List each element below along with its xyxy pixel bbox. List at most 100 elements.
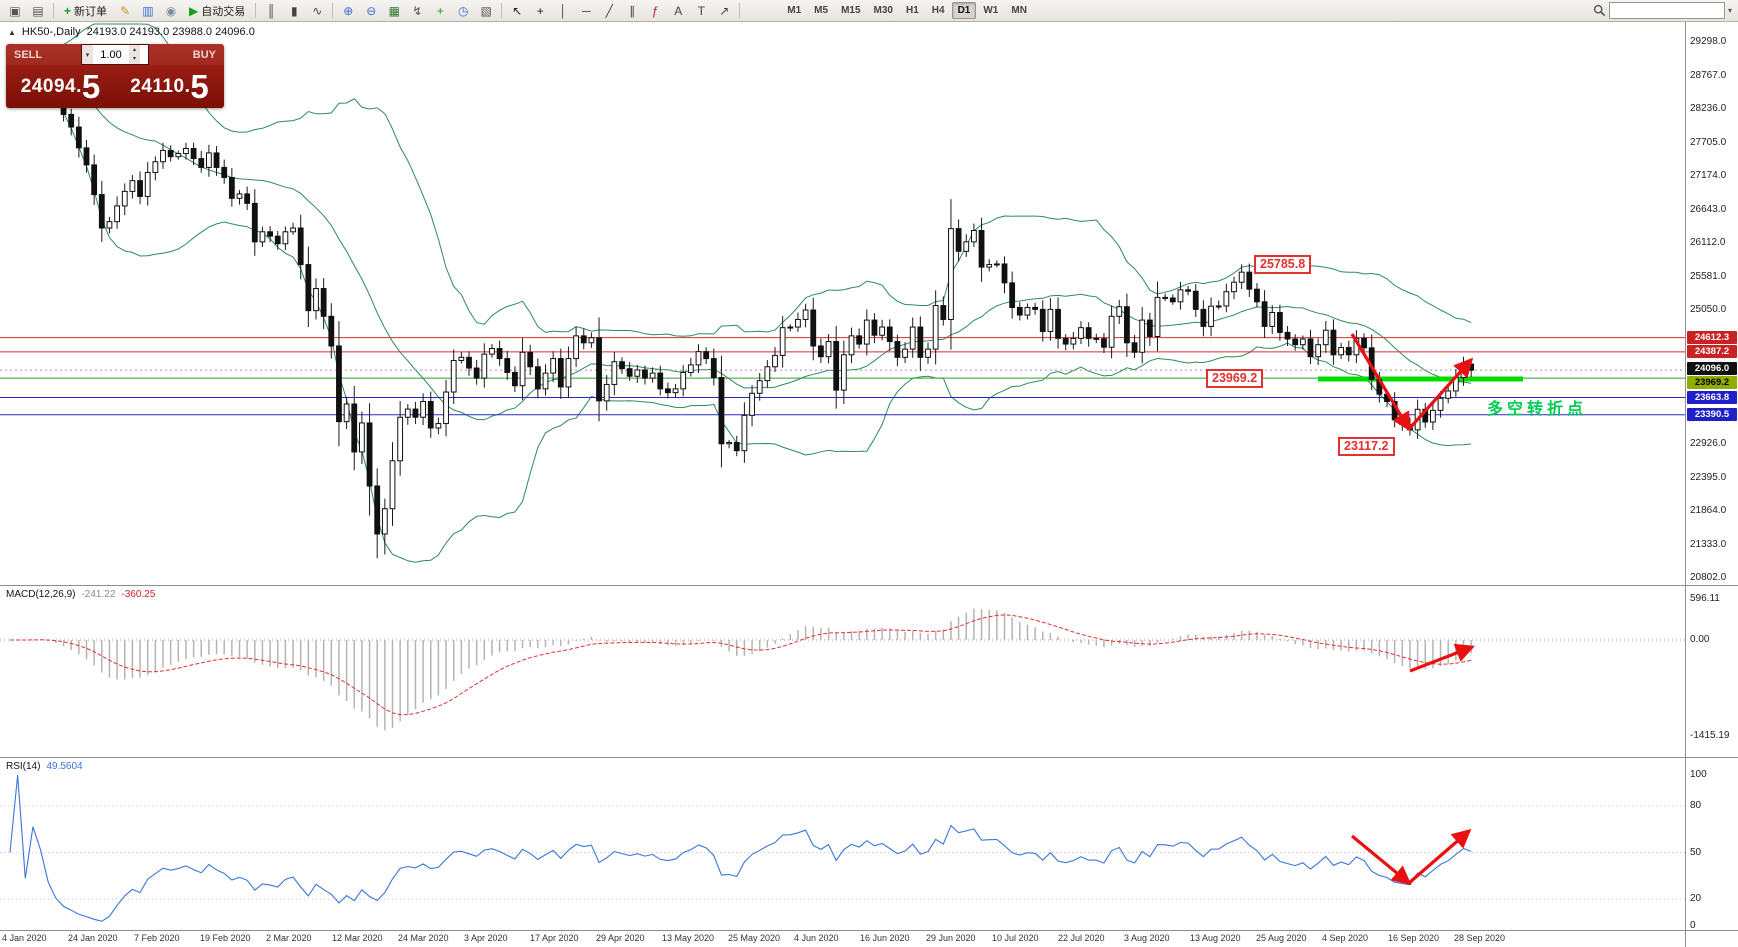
bollinger-bands [9,23,1472,563]
price-axis-label: 28236.0 [1690,103,1727,114]
timeframe-m30[interactable]: M30 [873,5,893,16]
one-click-toggle-icon[interactable]: ▲ [8,27,16,37]
new-order-button[interactable]: + 新订单 [64,3,108,18]
one-click-trading-panel: SELL ▾ ▴ ▾ BUY 24094.5 24110.5 [6,44,224,108]
date-axis-label: 4 Sep 2020 [1322,933,1369,943]
date-axis-label: 16 Sep 2020 [1388,933,1440,943]
search-dropdown-icon[interactable]: ▾ [1727,6,1732,15]
text-icon[interactable]: A [674,3,683,18]
sell-price[interactable]: 24094. 5 [20,68,101,105]
timeframe-m15[interactable]: M15 [841,5,861,16]
volume-up-icon[interactable]: ▴ [132,46,136,53]
indicators-icon[interactable]: ↯ [412,3,423,18]
volume-control: ▾ ▴ ▾ [81,44,149,65]
price-tag[interactable]: 23969.2 [1687,375,1737,389]
crosshair-icon[interactable]: + [536,3,544,18]
macd-indicator-label: MACD(12,26,9) -241.22 -360.25 [6,589,156,600]
arrows-icon[interactable]: ↗ [719,3,730,18]
new-chart-icon[interactable]: ▣ [9,3,21,18]
bar-chart-icon[interactable]: ║ [266,3,276,18]
candles-layer [7,56,1475,559]
volume-input[interactable] [93,45,129,64]
horizontal-line-icon[interactable]: ─ [581,3,591,18]
macd-axis-label: -1415.19 [1690,730,1730,742]
toolbar-separator [53,3,54,18]
add-indicator-icon[interactable]: + [436,3,444,18]
rsi-axis-label: 100 [1690,769,1707,780]
templates-icon[interactable]: ▧ [480,3,492,18]
profiles-icon[interactable]: ▤ [32,3,44,18]
rsi-panel [0,774,1685,922]
channel-icon[interactable]: ∥ [629,3,636,18]
price-axis-label: 29298.0 [1690,36,1727,47]
date-axis-label: 4 Jun 2020 [794,933,839,943]
buy-price[interactable]: 24110. 5 [130,68,209,105]
date-axis-label: 13 Aug 2020 [1190,933,1241,943]
date-axis-label: 25 Aug 2020 [1256,933,1307,943]
price-tag[interactable]: 24096.0 [1687,361,1737,375]
trend-arrows[interactable] [1350,333,1475,886]
price-annotation-label[interactable]: 23969.2 [1206,369,1264,388]
macd-axis-label: 596.11 [1690,593,1720,605]
date-axis-label: 10 Jul 2020 [992,933,1039,943]
date-axis-label: 25 May 2020 [728,933,781,943]
search-input[interactable] [1608,2,1725,19]
price-annotation-label[interactable]: 23117.2 [1338,437,1395,456]
price-annotation-label[interactable]: 25785.8 [1254,255,1312,274]
date-axis-label: 12 Mar 2020 [332,933,383,943]
price-axis-label: 20802.0 [1690,572,1727,583]
macd-panel [0,608,1685,731]
volume-down-icon[interactable]: ▾ [132,56,136,63]
tile-windows-icon[interactable]: ▦ [388,3,400,18]
metaeditor-icon[interactable]: ✎ [119,3,131,18]
periods-icon[interactable]: ◷ [458,3,469,18]
auto-trading-button[interactable]: ▶ 自动交易 [189,3,246,18]
date-axis-label: 24 Mar 2020 [398,933,449,943]
price-tag[interactable]: 24612.3 [1687,331,1737,345]
fibonacci-icon[interactable]: ƒ [651,3,659,18]
price-axis-label: 26112.0 [1690,237,1726,248]
price-tag[interactable]: 23390.5 [1687,408,1737,422]
navigator-icon[interactable]: ◉ [165,3,177,18]
market-watch-icon[interactable]: ▥ [142,3,154,18]
zoom-in-icon[interactable]: ⊕ [343,3,354,18]
timeframe-h4[interactable]: H4 [931,5,945,16]
timeframe-w1[interactable]: W1 [983,5,999,16]
date-axis-label: 13 May 2020 [662,933,715,943]
timeframe-mn[interactable]: MN [1011,5,1027,16]
timeframe-m5[interactable]: M5 [814,5,829,16]
symbol-search: ▾ [1593,2,1734,19]
vertical-line-icon[interactable]: │ [559,3,568,18]
trendline-icon[interactable]: ╱ [605,3,613,18]
buy-button[interactable]: BUY [149,44,224,65]
highlight-line[interactable] [1318,376,1523,382]
rsi-axis-label: 20 [1690,893,1702,904]
timeframe-h1[interactable]: H1 [905,5,919,16]
ohlc-values: 24193.0 24193.0 23988.0 24096.0 [86,26,255,38]
price-axis-label: 27174.0 [1690,170,1727,181]
sell-button[interactable]: SELL [6,44,81,65]
macd-axis-label: 0.00 [1690,634,1710,645]
rsi-axis-label: 50 [1690,846,1702,858]
date-axis-label: 19 Feb 2020 [200,933,251,943]
date-axis-label: 2 Mar 2020 [266,933,312,943]
price-tag[interactable]: 23663.8 [1687,390,1737,404]
toolbar-separator [739,3,741,18]
volume-dropdown-icon[interactable]: ▾ [82,45,93,64]
cursor-icon[interactable]: ↖ [512,3,523,18]
price-axis-label: 22395.0 [1690,471,1727,483]
candlestick-chart-icon[interactable]: ▮ [290,3,298,18]
timeframe-d1[interactable]: D1 [951,2,977,19]
date-axis-label: 7 Feb 2020 [134,933,180,943]
rsi-axis-label: 80 [1690,800,1702,811]
timeframe-m1[interactable]: M1 [787,5,802,16]
price-tag[interactable]: 24387.2 [1687,345,1737,359]
date-axis-label: 3 Aug 2020 [1124,933,1170,943]
line-chart-icon[interactable]: ∿ [312,3,323,18]
label-icon[interactable]: T [697,3,705,18]
price-axis-label: 21333.0 [1690,538,1727,550]
price-axis-label: 25050.0 [1690,304,1727,315]
turning-point-annotation[interactable]: 多空转折点 [1487,401,1588,418]
zoom-out-icon[interactable]: ⊖ [366,3,377,18]
